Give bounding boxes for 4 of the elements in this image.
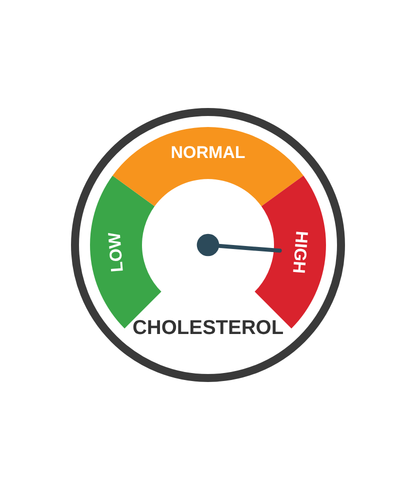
slice-label: HIGH xyxy=(289,230,312,274)
text: CHOLESTEROL xyxy=(132,317,284,339)
slice-label: NORMAL xyxy=(170,143,246,162)
slice-label: LOW xyxy=(104,230,127,273)
